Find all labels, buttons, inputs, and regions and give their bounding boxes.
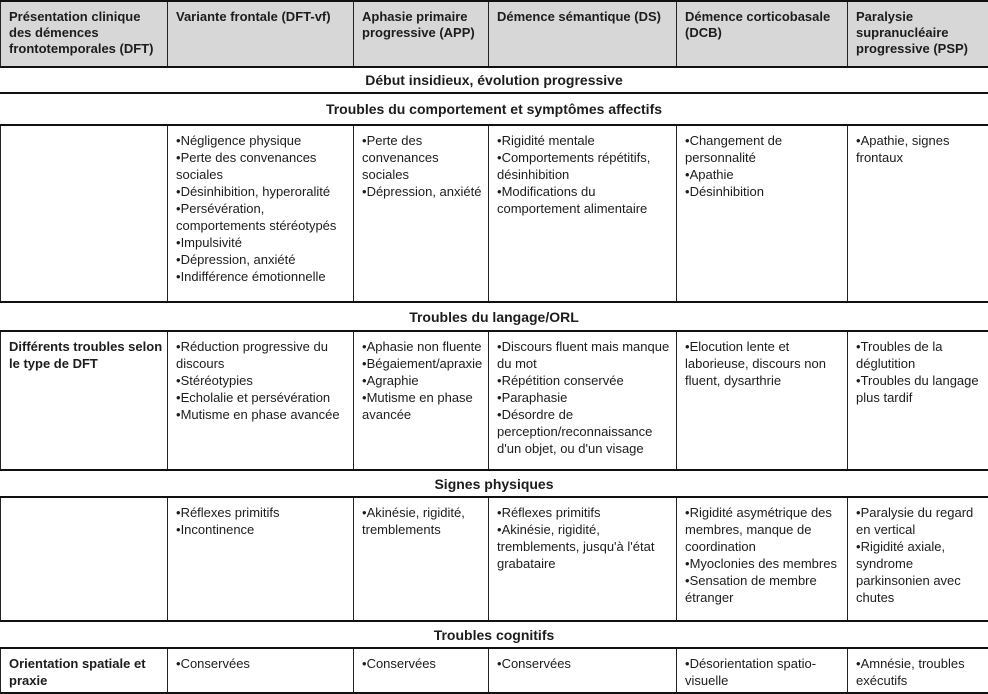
cell-cognitive-dcb: Désorientation spatio-visuelle [677, 649, 848, 692]
bullet-item: Akinésie, rigidité, tremblements [362, 504, 484, 538]
bullet-item: Bégaiement/apraxie [362, 355, 484, 372]
cell-physical-app: Akinésie, rigidité, tremblements [354, 498, 489, 620]
cell-cognitive-psp: Amnésie, troubles exécutifs [848, 649, 988, 692]
bullet-item: Stéréotypies [176, 372, 349, 389]
bullet-item: Désinhibition [685, 183, 843, 200]
row-label-behavior [1, 126, 168, 301]
bullet-item: Désorientation spatio-visuelle [685, 655, 843, 689]
bullet-item: Réflexes primitifs [176, 504, 349, 521]
bullet-item: Aphasie non fluente [362, 338, 484, 355]
cell-behavior-app: Perte des convenances socialesDépression… [354, 126, 489, 301]
bullet-item: Myoclonies des membres [685, 555, 843, 572]
cell-language-dcb: Elocution lente et laborieuse, discours … [677, 332, 848, 469]
bullet-item: Rigidité axiale, syndrome parkinsonien a… [856, 538, 984, 606]
bullet-item: Comportements répétitifs, désinhibition [497, 149, 672, 183]
cell-cognitive-dftvf: Conservées [168, 649, 354, 692]
bullet-item: Changement de personnalité [685, 132, 843, 166]
bullet-item: Paraphasie [497, 389, 672, 406]
bullet-item: Désordre de perception/reconnaissance d'… [497, 406, 672, 457]
table-row-language: Différents troubles selon le type de DFT… [0, 332, 988, 471]
bullet-item: Apathie, signes frontaux [856, 132, 984, 166]
bullet-item: Incontinence [176, 521, 349, 538]
cell-behavior-psp: Apathie, signes frontaux [848, 126, 988, 301]
bullet-item: Persévération, comportements stéréotypés [176, 200, 349, 234]
column-header-demence-semantique: Démence sémantique (DS) [489, 2, 677, 66]
column-header-paralysie-supranucleaire: Paralysie supranucléaire progressive (PS… [848, 2, 988, 66]
bullet-item: Discours fluent mais manque du mot [497, 338, 672, 372]
bullet-item: Conservées [176, 655, 349, 672]
column-header-variante-frontale: Variante frontale (DFT-vf) [168, 2, 354, 66]
bullet-item: Mutisme en phase avancée [362, 389, 484, 423]
table-row-physical: Réflexes primitifsIncontinence Akinésie,… [0, 498, 988, 622]
cell-cognitive-app: Conservées [354, 649, 489, 692]
cell-physical-ds: Réflexes primitifsAkinésie, rigidité, tr… [489, 498, 677, 620]
bullet-item: Répétition conservée [497, 372, 672, 389]
cell-physical-psp: Paralysie du regard en verticalRigidité … [848, 498, 988, 620]
bullet-item: Rigidité mentale [497, 132, 672, 149]
bullet-item: Dépression, anxiété [362, 183, 484, 200]
bullet-item: Mutisme en phase avancée [176, 406, 349, 423]
column-header-demence-corticobasale: Démence corticobasale (DCB) [677, 2, 848, 66]
bullet-item: Indifférence émotionnelle [176, 268, 349, 285]
bullet-item: Modifications du comportement alimentair… [497, 183, 672, 217]
bullet-item: Désinhibition, hyperoralité [176, 183, 349, 200]
row-label-language: Différents troubles selon le type de DFT [1, 332, 168, 469]
cell-cognitive-ds: Conservées [489, 649, 677, 692]
bullet-item: Sensation de membre étranger [685, 572, 843, 606]
bullet-item: Echolalie et persévération [176, 389, 349, 406]
cell-language-dftvf: Réduction progressive du discoursStéréot… [168, 332, 354, 469]
section-band-onset: Début insidieux, évolution progressive [0, 68, 988, 94]
cell-behavior-dcb: Changement de personnalitéApathieDésinhi… [677, 126, 848, 301]
bullet-item: Conservées [362, 655, 484, 672]
bullet-item: Troubles de la déglutition [856, 338, 984, 372]
cell-behavior-ds: Rigidité mentaleComportements répétitifs… [489, 126, 677, 301]
column-header-presentation-clinique: Présentation clinique des démences front… [1, 2, 168, 66]
table-row-cognitive: Orientation spatiale et praxie Conservée… [0, 649, 988, 694]
bullet-item: Négligence physique [176, 132, 349, 149]
cell-physical-dcb: Rigidité asymétrique des membres, manque… [677, 498, 848, 620]
bullet-item: Perte des convenances sociales [362, 132, 484, 183]
cell-language-psp: Troubles de la déglutitionTroubles du la… [848, 332, 988, 469]
section-band-behavior: Troubles du comportement et symptômes af… [0, 94, 988, 126]
column-header-aphasie-primaire: Aphasie primaire progressive (APP) [354, 2, 489, 66]
bullet-item: Troubles du langage plus tardif [856, 372, 984, 406]
cell-language-ds: Discours fluent mais manque du motRépéti… [489, 332, 677, 469]
table-row-behavior: Négligence physiquePerte des convenances… [0, 126, 988, 303]
bullet-item: Dépression, anxiété [176, 251, 349, 268]
bullet-item: Apathie [685, 166, 843, 183]
cell-language-app: Aphasie non fluenteBégaiement/apraxieAgr… [354, 332, 489, 469]
row-label-physical [1, 498, 168, 620]
bullet-item: Rigidité asymétrique des membres, manque… [685, 504, 843, 555]
cell-physical-dftvf: Réflexes primitifsIncontinence [168, 498, 354, 620]
section-band-language: Troubles du langage/ORL [0, 303, 988, 332]
bullet-item: Paralysie du regard en vertical [856, 504, 984, 538]
bullet-item: Agraphie [362, 372, 484, 389]
row-label-cognitive: Orientation spatiale et praxie [1, 649, 168, 692]
cell-behavior-dftvf: Négligence physiquePerte des convenances… [168, 126, 354, 301]
bullet-item: Impulsivité [176, 234, 349, 251]
bullet-item: Elocution lente et laborieuse, discours … [685, 338, 843, 389]
section-band-physical: Signes physiques [0, 471, 988, 498]
bullet-item: Akinésie, rigidité, tremblements, jusqu'… [497, 521, 672, 572]
bullet-item: Amnésie, troubles exécutifs [856, 655, 984, 689]
bullet-item: Réduction progressive du discours [176, 338, 349, 372]
bullet-item: Réflexes primitifs [497, 504, 672, 521]
section-band-cognitive: Troubles cognitifs [0, 622, 988, 649]
bullet-item: Perte des convenances sociales [176, 149, 349, 183]
table-header-row: Présentation clinique des démences front… [0, 2, 988, 68]
bullet-item: Conservées [497, 655, 672, 672]
